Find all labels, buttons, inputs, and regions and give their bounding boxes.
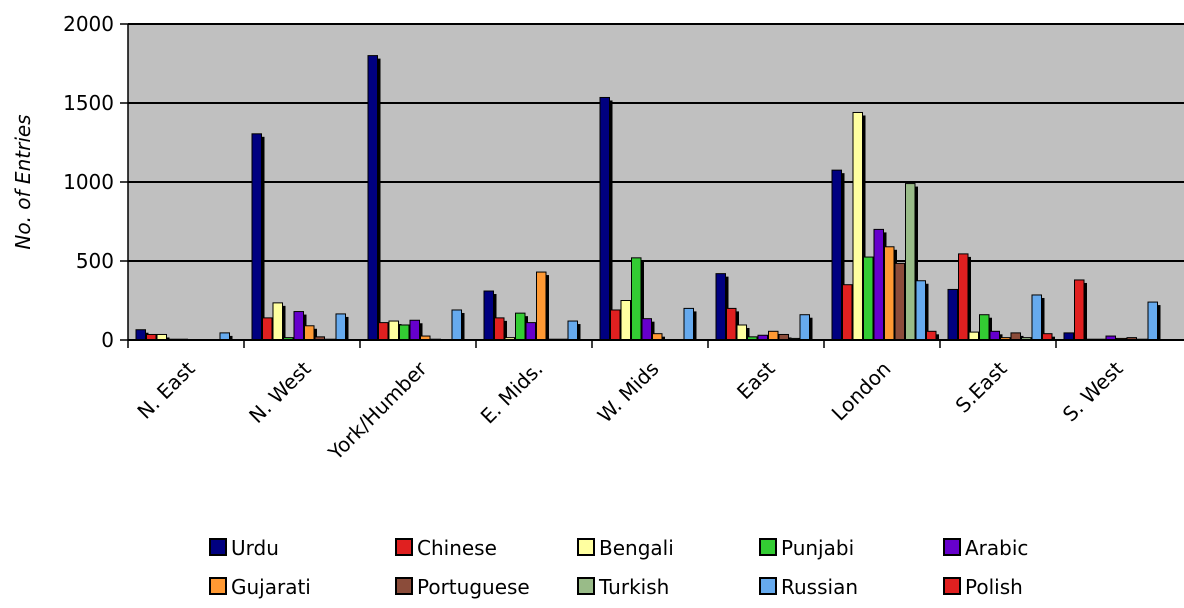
bar-urdu-4 <box>599 96 610 341</box>
bar-punjabi-6 <box>863 256 874 341</box>
bar-urdu-7 <box>947 288 958 341</box>
bar-portuguese-7 <box>1010 332 1021 341</box>
bar-chinese-6 <box>842 284 853 341</box>
x-tick-label: London <box>827 357 896 426</box>
legend-swatch <box>395 538 413 556</box>
legend-swatch <box>759 577 777 595</box>
legend-label: Bengali <box>599 536 674 560</box>
legend-label: Portuguese <box>417 575 530 599</box>
legend-swatch <box>395 577 413 595</box>
bar-bengali-7 <box>968 331 979 341</box>
bar-russian-5 <box>799 314 810 341</box>
bar-arabic-4 <box>641 318 652 341</box>
legend-label: Russian <box>781 575 858 599</box>
y-tick-label: 0 <box>101 328 114 352</box>
legend-label: Gujarati <box>231 575 311 599</box>
bar-chinese-7 <box>958 253 969 341</box>
bar-arabic-2 <box>409 319 420 341</box>
x-tick-label: S.East <box>951 356 1012 417</box>
bar-bengali-5 <box>736 324 747 341</box>
bar-chinese-1 <box>262 317 273 341</box>
bar-urdu-5 <box>715 273 726 341</box>
bar-chinese-5 <box>726 307 737 341</box>
bar-turkish-6 <box>905 183 916 341</box>
bar-russian-7 <box>1031 294 1042 341</box>
bar-gujarati-3 <box>536 271 547 341</box>
bar-bengali-4 <box>620 300 631 341</box>
bar-punjabi-7 <box>979 314 990 341</box>
bar-gujarati-1 <box>304 325 315 341</box>
bar-russian-3 <box>567 320 578 341</box>
bar-arabic-3 <box>525 322 536 341</box>
bar-punjabi-2 <box>399 324 410 341</box>
legend-swatch <box>577 577 595 595</box>
bar-arabic-7 <box>989 330 1000 341</box>
legend-label: Polish <box>965 575 1023 599</box>
legend-label: Turkish <box>598 575 669 599</box>
legend-swatch <box>759 538 777 556</box>
bar-bengali-1 <box>272 302 283 341</box>
bars <box>135 55 1161 341</box>
legend: Urdu Chinese Bengali Punjabi Arabic Gujarati P… <box>209 536 1028 599</box>
bar-urdu-3 <box>483 290 494 341</box>
bar-gujarati-6 <box>884 246 895 341</box>
y-tick-label: 1500 <box>63 91 114 115</box>
bar-bengali-6 <box>852 111 863 341</box>
x-tick-label: East <box>732 356 780 404</box>
bar-russian-2 <box>451 309 462 341</box>
legend-label: Punjabi <box>781 536 854 560</box>
bar-russian-0 <box>219 332 230 341</box>
bar-chinese-2 <box>378 322 389 341</box>
x-tick-label: York/Humber <box>323 356 432 465</box>
y-tick-label: 2000 <box>63 12 114 36</box>
legend-swatch <box>577 538 595 556</box>
legend-label: Urdu <box>231 536 279 560</box>
legend-swatch <box>209 577 227 595</box>
bar-arabic-6 <box>873 228 884 341</box>
bar-gujarati-5 <box>768 330 779 341</box>
legend-label: Arabic <box>965 536 1028 560</box>
x-tick-label: S. West <box>1058 356 1128 426</box>
bar-urdu-6 <box>831 169 842 341</box>
bar-arabic-1 <box>293 311 304 341</box>
bar-polish-6 <box>926 330 937 341</box>
bar-russian-4 <box>683 307 694 341</box>
bar-chinese-4 <box>610 309 621 341</box>
bar-russian-6 <box>915 280 926 341</box>
legend-label: Chinese <box>417 536 497 560</box>
y-tick-label: 500 <box>76 249 114 273</box>
bar-punjabi-3 <box>515 312 526 341</box>
bar-russian-8 <box>1147 301 1158 341</box>
x-tick-label: N. West <box>244 356 315 427</box>
bar-urdu-8 <box>1063 332 1074 341</box>
bar-urdu-1 <box>251 133 262 341</box>
bar-russian-1 <box>335 313 346 341</box>
bar-chinese-3 <box>494 317 505 341</box>
legend-swatch <box>943 577 961 595</box>
x-tick-label: W. Mids <box>593 357 664 428</box>
legend-swatch <box>943 538 961 556</box>
y-tick-label: 1000 <box>63 170 114 194</box>
bar-punjabi-4 <box>631 257 642 341</box>
x-tick-label: N. East <box>132 356 199 423</box>
bar-portuguese-6 <box>894 262 905 341</box>
bar-chinese-8 <box>1074 279 1085 341</box>
bar-urdu-2 <box>367 55 378 341</box>
y-axis-title: No. of Entries <box>11 114 35 249</box>
bar-urdu-0 <box>135 329 146 341</box>
legend-swatch <box>209 538 227 556</box>
bar-bengali-2 <box>388 320 399 341</box>
x-tick-label: E. Mids. <box>476 357 548 429</box>
